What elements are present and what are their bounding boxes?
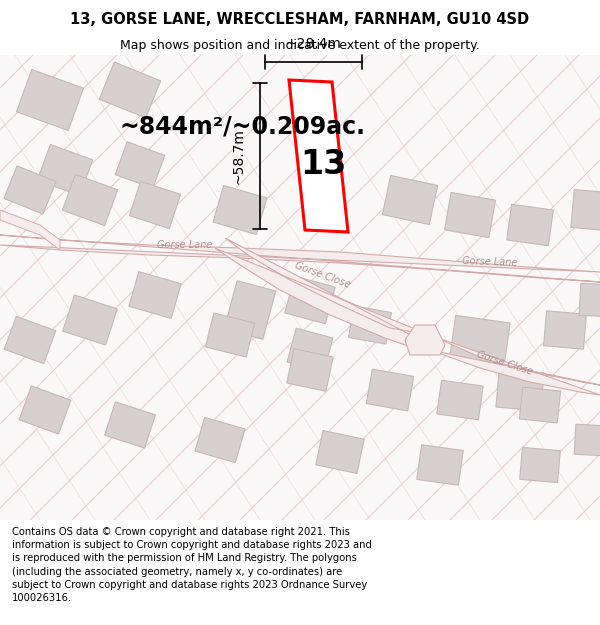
Polygon shape xyxy=(520,387,560,423)
Polygon shape xyxy=(205,313,254,357)
Polygon shape xyxy=(571,189,600,231)
Polygon shape xyxy=(16,69,83,131)
Polygon shape xyxy=(382,176,437,224)
Polygon shape xyxy=(287,349,333,391)
Text: Map shows position and indicative extent of the property.: Map shows position and indicative extent… xyxy=(120,39,480,51)
Text: 13: 13 xyxy=(300,149,346,181)
Text: Gorse Close: Gorse Close xyxy=(293,261,351,289)
Polygon shape xyxy=(450,316,510,364)
Polygon shape xyxy=(417,445,463,485)
Polygon shape xyxy=(129,272,181,318)
Text: ~844m²/~0.209ac.: ~844m²/~0.209ac. xyxy=(120,115,366,139)
Text: Gorse Lane: Gorse Lane xyxy=(157,240,212,250)
Polygon shape xyxy=(349,306,391,344)
Polygon shape xyxy=(506,204,553,246)
Text: Contains OS data © Crown copyright and database right 2021. This
information is : Contains OS data © Crown copyright and d… xyxy=(12,527,372,603)
Polygon shape xyxy=(574,424,600,456)
Polygon shape xyxy=(62,174,118,226)
Polygon shape xyxy=(104,402,155,448)
Polygon shape xyxy=(195,418,245,462)
Text: Gorse Close: Gorse Close xyxy=(476,349,535,377)
Polygon shape xyxy=(37,144,92,196)
Polygon shape xyxy=(0,235,600,282)
Text: ~58.7m: ~58.7m xyxy=(231,128,245,184)
Polygon shape xyxy=(115,142,165,188)
Polygon shape xyxy=(215,238,430,350)
Polygon shape xyxy=(4,316,56,364)
Text: Gorse Lane: Gorse Lane xyxy=(462,256,518,268)
Polygon shape xyxy=(520,448,560,482)
Polygon shape xyxy=(445,192,496,238)
Polygon shape xyxy=(579,283,600,317)
Polygon shape xyxy=(544,311,586,349)
Polygon shape xyxy=(316,431,364,474)
Text: ~28.4m: ~28.4m xyxy=(286,37,341,51)
Text: 13, GORSE LANE, WRECCLESHAM, FARNHAM, GU10 4SD: 13, GORSE LANE, WRECCLESHAM, FARNHAM, GU… xyxy=(70,12,530,27)
Polygon shape xyxy=(130,181,181,229)
Polygon shape xyxy=(285,276,335,324)
Polygon shape xyxy=(0,210,60,250)
Polygon shape xyxy=(437,380,483,420)
Polygon shape xyxy=(496,369,544,411)
Polygon shape xyxy=(63,295,117,345)
Polygon shape xyxy=(224,281,276,339)
Polygon shape xyxy=(287,328,333,372)
Polygon shape xyxy=(100,62,161,118)
Polygon shape xyxy=(19,386,71,434)
Polygon shape xyxy=(366,369,414,411)
Polygon shape xyxy=(289,80,348,232)
Polygon shape xyxy=(213,186,267,234)
Polygon shape xyxy=(405,325,445,355)
Polygon shape xyxy=(4,166,56,214)
Polygon shape xyxy=(430,335,600,395)
